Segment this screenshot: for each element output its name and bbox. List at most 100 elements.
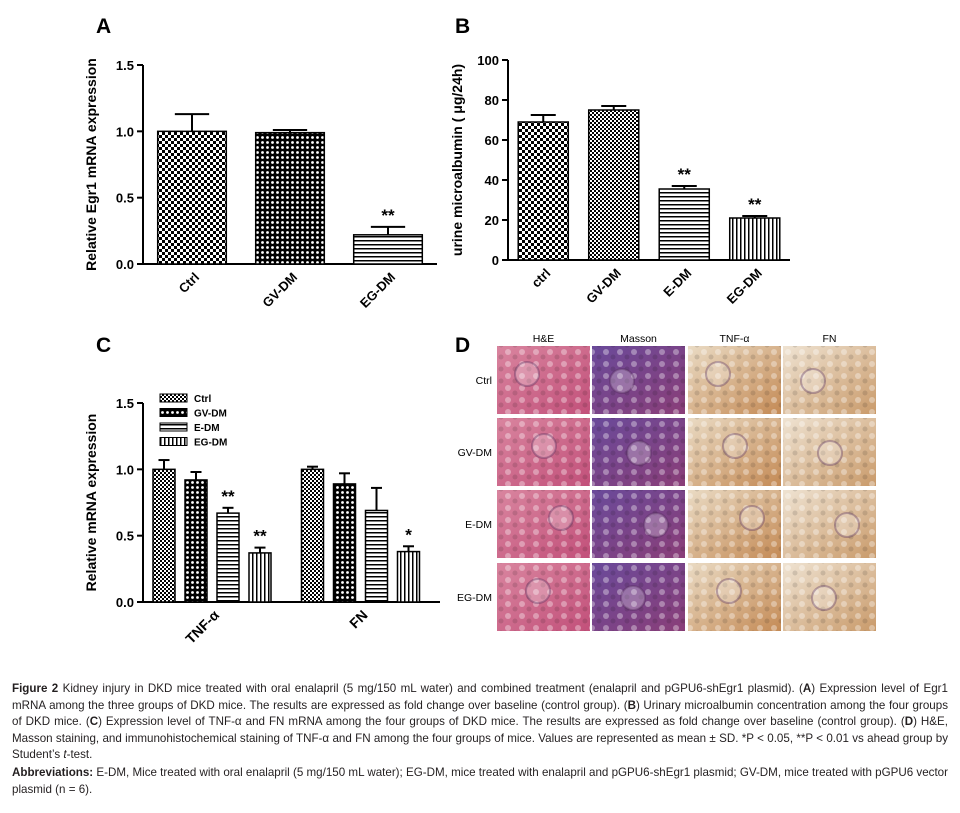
caption-text: t <box>63 748 67 761</box>
glomerulus <box>620 585 646 611</box>
figure-caption: Figure 2 Kidney injury in DKD mice treat… <box>12 681 948 764</box>
histology-texture <box>688 346 781 414</box>
glomerulus <box>548 505 574 531</box>
error-bar <box>190 470 202 480</box>
histology-texture <box>783 490 876 558</box>
error-bar <box>174 113 210 132</box>
histology-texture <box>497 490 590 558</box>
bar <box>352 234 424 265</box>
histology-texture <box>783 346 876 414</box>
bar <box>184 479 208 603</box>
error-bar <box>601 105 627 110</box>
column-header: Masson <box>620 333 657 345</box>
glomerulus <box>739 505 765 531</box>
histology-texture <box>783 418 876 486</box>
bar <box>728 217 781 261</box>
abbreviations: Abbreviations: E-DM, Mice treated with o… <box>12 765 948 798</box>
significance-label: * <box>405 525 412 544</box>
x-tick-label: EG-DM <box>724 266 765 307</box>
y-tick-label: 0.5 <box>116 191 134 206</box>
glomerulus <box>800 368 826 394</box>
caption-text: Abbreviations: <box>12 766 94 779</box>
column-header: H&E <box>533 333 555 345</box>
x-tick-label: ctrl <box>528 266 553 291</box>
bar <box>332 483 357 603</box>
glomerulus <box>834 512 860 538</box>
glomerulus <box>525 578 551 604</box>
glomerulus <box>705 361 731 387</box>
row-label: Ctrl <box>476 375 492 387</box>
significance-label: ** <box>678 165 692 184</box>
panel-label: B <box>455 15 470 38</box>
figure: A B C D 0.0 0.5 1.0 1.5 Relative Egr1 mRNA expre… <box>83 15 876 647</box>
bar <box>396 550 421 603</box>
panel-label: D <box>455 334 470 357</box>
glomerulus <box>722 433 748 459</box>
y-axis-title: Relative mRNA expression <box>83 414 99 592</box>
bar <box>517 121 570 261</box>
histology-texture <box>688 490 781 558</box>
y-tick-label: 0.0 <box>116 257 134 272</box>
bar <box>658 188 711 261</box>
bar <box>254 131 326 265</box>
legend-swatch <box>159 393 188 403</box>
bar <box>152 468 176 603</box>
legend-label: E-DM <box>194 423 220 434</box>
error-bar <box>671 185 697 189</box>
x-tick-label: EG-DM <box>357 270 398 311</box>
caption-text: -test. <box>66 748 93 761</box>
bar <box>216 512 240 603</box>
error-bar <box>222 506 234 514</box>
histology-texture <box>497 418 590 486</box>
significance-label: ** <box>381 206 395 225</box>
glomerulus <box>609 368 635 394</box>
error-bar <box>307 465 318 470</box>
significance-label: ** <box>253 527 267 546</box>
y-axis-title: Relative Egr1 mRNA expression <box>83 58 99 271</box>
error-bar <box>339 472 350 484</box>
glomerulus <box>531 433 557 459</box>
error-bar <box>158 459 170 470</box>
error-bar <box>254 546 266 553</box>
y-tick-label: 80 <box>485 93 499 108</box>
error-bar <box>742 215 768 218</box>
caption-text: ) H&E, Masson staining, and immunohistoc… <box>12 715 948 761</box>
caption-text: ) Expression level of TNF-α and FN mRNA … <box>98 715 905 728</box>
caption-text: ) Urinary microalbumin concentration amo… <box>12 698 948 729</box>
y-tick-label: 1.0 <box>116 124 134 139</box>
glomerulus <box>811 585 837 611</box>
glomerulus <box>643 512 669 538</box>
histology-texture <box>497 563 590 631</box>
histology-texture <box>783 563 876 631</box>
panel-label: C <box>96 334 111 357</box>
caption-text: E-DM, Mice treated with oral enalapril (… <box>12 766 948 796</box>
x-tick-label: FN <box>346 607 371 632</box>
y-tick-label: 1.5 <box>116 396 134 411</box>
caption-text: Figure 2 <box>12 682 59 695</box>
panel-label: A <box>96 15 111 38</box>
legend-label: EG-DM <box>194 438 227 449</box>
error-bar <box>403 545 414 552</box>
row-label: E-DM <box>465 519 492 531</box>
y-tick-label: 1.0 <box>116 462 134 477</box>
histology-texture <box>592 490 685 558</box>
column-header: TNF-α <box>720 333 750 345</box>
row-label: GV-DM <box>458 447 492 459</box>
y-tick-label: 60 <box>485 133 499 148</box>
bar <box>248 552 272 603</box>
histology-texture <box>688 563 781 631</box>
histology-texture <box>592 346 685 414</box>
row-label: EG-DM <box>457 592 492 604</box>
y-axis-title: urine microalbumin ( μg/24h) <box>449 64 465 256</box>
bar <box>587 109 640 261</box>
error-bar <box>371 486 382 511</box>
x-tick-label: GV-DM <box>259 270 300 311</box>
x-tick-label: GV-DM <box>583 266 624 307</box>
error-bar <box>272 129 308 133</box>
legend-label: GV-DM <box>194 409 227 420</box>
histology-texture <box>497 346 590 414</box>
glomerulus <box>514 361 540 387</box>
caption-text: ) Expression level of Egr1 mRNA among th… <box>12 682 948 712</box>
x-tick-label: E-DM <box>660 266 694 300</box>
